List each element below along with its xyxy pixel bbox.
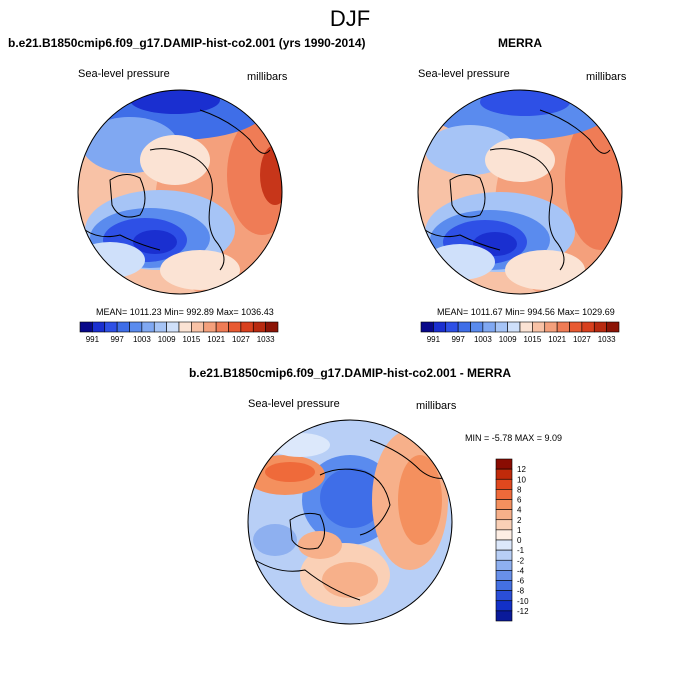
colorbar-tick-label: 1003 [133, 335, 151, 344]
colorbar-swatch [240, 321, 254, 333]
colorbar-tick-label: 1027 [573, 335, 591, 344]
colorbar-swatch [544, 321, 558, 333]
figure-title: DJF [329, 6, 371, 31]
colorbar-tick-label: 8 [517, 485, 522, 494]
colorbar-tick-label: 10 [517, 475, 526, 484]
panel-1-title: b.e21.B1850cmip6.f09_g17.DAMIP-hist-co2.… [8, 36, 366, 50]
colorbar-tick-label: 4 [517, 506, 522, 515]
colorbar-swatch [556, 321, 570, 333]
colorbar-swatch [495, 580, 513, 591]
colorbar-swatch [433, 321, 447, 333]
colorbar-swatch [482, 321, 496, 333]
colorbar-tick-label: 1009 [158, 335, 176, 344]
colorbar-swatch [494, 321, 508, 333]
colorbar-tick-label: -6 [517, 577, 525, 586]
panel-1-map [78, 90, 282, 294]
colorbar-swatch [606, 321, 620, 333]
colorbar-tick-label: -12 [517, 607, 529, 616]
colorbar-swatch [166, 321, 180, 333]
colorbar-swatch [470, 321, 484, 333]
colorbar-tick-label: -2 [517, 556, 525, 565]
panel-3-map [248, 420, 452, 624]
colorbar-swatch [495, 559, 513, 571]
panel-3-units-label: millibars [416, 400, 457, 412]
panel-2-units-label: millibars [586, 71, 627, 83]
colorbar-tick-label: 1015 [182, 335, 200, 344]
colorbar-tick-label: 0 [517, 536, 522, 545]
colorbar-swatch [191, 321, 205, 333]
colorbar-swatch [569, 321, 583, 333]
colorbar-swatch [593, 321, 607, 333]
colorbar-swatch [92, 321, 106, 333]
colorbar-swatch [532, 321, 546, 333]
colorbar-swatch [457, 321, 471, 333]
panel-3-variable-label: Sea-level pressure [248, 398, 340, 410]
colorbar-swatch [495, 590, 513, 602]
colorbar-tick-label: 6 [517, 496, 522, 505]
colorbar-swatch [495, 529, 513, 541]
colorbar-tick-label: 1003 [474, 335, 492, 344]
colorbar-swatch [215, 321, 229, 333]
colorbar-swatch [495, 600, 513, 612]
colorbar-tick-label: 1021 [548, 335, 566, 344]
colorbar-swatch [116, 321, 130, 333]
colorbar-swatch [495, 499, 513, 510]
colorbar-swatch [141, 321, 155, 333]
colorbar-swatch [495, 458, 513, 470]
colorbar-swatch [178, 321, 192, 333]
panel-1-colorbar: 991 997 1003 1009 1015 1021 1027 1033 [79, 321, 279, 344]
colorbar-swatch [495, 610, 513, 622]
panel-2-title: MERRA [498, 36, 542, 50]
colorbar-swatch [203, 321, 217, 333]
colorbar-swatch [519, 321, 533, 333]
panel-3-stats: MIN = -5.78 MAX = 9.09 [465, 433, 563, 443]
colorbar-swatch [129, 321, 143, 333]
panel-1-variable-label: Sea-level pressure [78, 68, 170, 80]
colorbar-tick-label: 1015 [523, 335, 541, 344]
colorbar-tick-label: -4 [517, 566, 525, 575]
colorbar-tick-label: 1033 [257, 335, 275, 344]
colorbar-swatch [495, 570, 513, 581]
colorbar-tick-label: 1033 [598, 335, 616, 344]
colorbar-tick-label: 1021 [207, 335, 225, 344]
colorbar-swatch [495, 549, 513, 561]
colorbar-swatch [495, 478, 513, 490]
colorbar-swatch [445, 321, 459, 333]
colorbar-swatch [104, 321, 118, 333]
colorbar-tick-label: 991 [427, 335, 441, 344]
colorbar-tick-label: -1 [517, 546, 525, 555]
colorbar-swatch [495, 509, 513, 521]
panel-1-units-label: millibars [247, 71, 288, 83]
colorbar-tick-label: 1027 [232, 335, 250, 344]
colorbar-tick-label: 991 [86, 335, 100, 344]
colorbar-swatch [495, 468, 513, 480]
colorbar-tick-label: 1 [517, 526, 522, 535]
colorbar-swatch [495, 539, 513, 551]
panel-2-colorbar: 991 997 1003 1009 1015 1021 1027 1033 [420, 321, 620, 344]
colorbar-swatch [507, 321, 521, 333]
colorbar-swatch [228, 321, 242, 333]
colorbar-tick-label: 997 [110, 335, 124, 344]
colorbar-swatch [79, 321, 93, 333]
panel-1-stats: MEAN= 1011.23 Min= 992.89 Max= 1036.43 [96, 307, 274, 317]
colorbar-tick-label: 2 [517, 516, 522, 525]
colorbar-tick-label: 1009 [499, 335, 517, 344]
colorbar-tick-label: 12 [517, 465, 526, 474]
colorbar-tick-label: -8 [517, 587, 525, 596]
panel-2-stats: MEAN= 1011.67 Min= 994.56 Max= 1029.69 [437, 307, 615, 317]
colorbar-swatch [252, 321, 266, 333]
panel-2-variable-label: Sea-level pressure [418, 68, 510, 80]
colorbar-swatch [153, 321, 167, 333]
colorbar-swatch [265, 321, 279, 333]
colorbar-swatch [581, 321, 595, 333]
colorbar-swatch [495, 489, 513, 500]
colorbar-swatch [420, 321, 434, 333]
colorbar-swatch [495, 519, 513, 531]
colorbar-tick-label: -10 [517, 597, 529, 606]
panel-3-title: b.e21.B1850cmip6.f09_g17.DAMIP-hist-co2.… [188, 366, 512, 380]
colorbar-tick-label: 997 [451, 335, 465, 344]
